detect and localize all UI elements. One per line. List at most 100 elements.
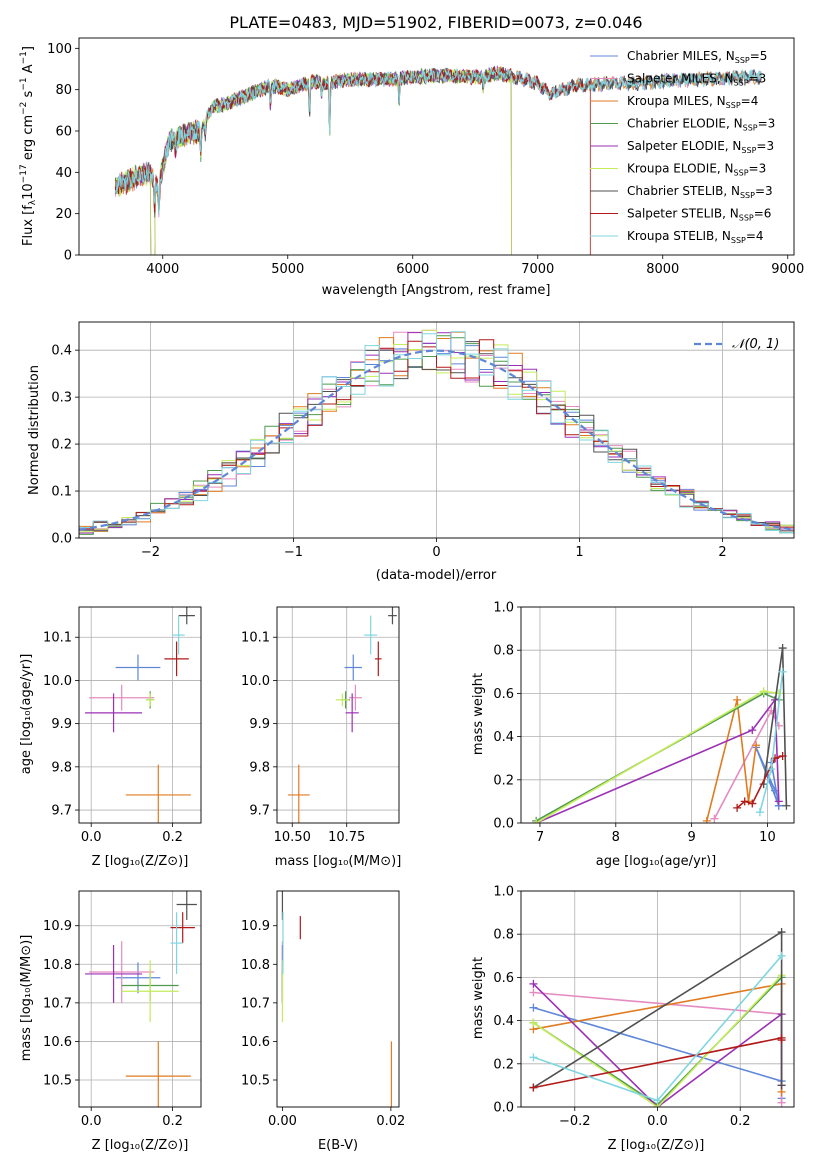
p5-ytick-label: 0.4 bbox=[493, 730, 514, 745]
p8-xtick-label: −0.2 bbox=[559, 1114, 591, 1129]
p5-marker bbox=[755, 808, 764, 817]
spectrum-xtick-label: 6000 bbox=[396, 262, 429, 277]
p5-ylabel: mass weight bbox=[471, 673, 486, 755]
spectrum-ytick-label: 40 bbox=[55, 166, 72, 181]
legend-label: Kroupa MILES, NSSP=4 bbox=[627, 94, 758, 110]
p5-marker bbox=[752, 741, 761, 750]
residual-histogram-panel: −2 −1 0 1 2 0.0 0.1 0.2 0.3 0.4 𝒩(0, 1) bbox=[51, 321, 795, 560]
legend-label: Salpeter MILES, NSSP=3 bbox=[627, 72, 766, 88]
p7-ytick-label: 10.7 bbox=[241, 996, 270, 1011]
p8-ytick-label: 0.6 bbox=[493, 971, 514, 986]
spectrum-ytick-label: 0 bbox=[64, 249, 72, 264]
hist-xtick-label: 2 bbox=[718, 545, 726, 560]
p8-xlabel: Z [log₁₀(Z/Z⊙)] bbox=[608, 1138, 705, 1153]
p5-xtick-label: 7 bbox=[536, 830, 544, 845]
p5-ytick-label: 0.6 bbox=[493, 687, 514, 702]
mass-weight-vs-age-panel: 7 8 9 10 0.0 0.2 0.4 0.6 0.8 1.0 bbox=[493, 601, 795, 845]
p4-ytick-label: 10.1 bbox=[241, 631, 270, 646]
p8-marker bbox=[529, 1083, 538, 1092]
p6-frame bbox=[78, 890, 202, 1108]
spectrum-xlabel: wavelength [Angstrom, rest frame] bbox=[322, 283, 551, 298]
p8-ytick-label: 1.0 bbox=[493, 885, 514, 900]
p8-ytick-label: 0.0 bbox=[493, 1101, 514, 1116]
p8-xtick-label: 0.2 bbox=[730, 1114, 751, 1129]
gaussian-curve bbox=[79, 349, 794, 531]
p3-ytick-label: 9.9 bbox=[51, 717, 72, 732]
p4-xlabel: mass [log₁₀(M/M⊙)] bbox=[275, 854, 402, 869]
p8-series-line bbox=[532, 974, 783, 1107]
hist-step-series bbox=[79, 331, 794, 534]
p5-marker bbox=[740, 797, 749, 806]
p7-ytick-label: 10.5 bbox=[241, 1074, 270, 1089]
p5-ytick-label: 0.0 bbox=[493, 817, 514, 832]
p3-ytick-label: 9.8 bbox=[51, 760, 72, 775]
p5-marker bbox=[767, 765, 776, 773]
p4-ytick-label: 9.8 bbox=[249, 760, 270, 775]
p8-marker bbox=[529, 1053, 538, 1062]
p6-ytick-label: 10.8 bbox=[43, 958, 72, 973]
p5-marker bbox=[778, 644, 787, 653]
legend-label: Salpeter ELODIE, NSSP=3 bbox=[627, 139, 774, 155]
hist-ytick-label: 0.4 bbox=[51, 344, 72, 359]
p8-xtick-label: 0.0 bbox=[647, 1114, 668, 1129]
spectrum-xtick-label: 5000 bbox=[271, 262, 304, 277]
p6-ytick-label: 10.9 bbox=[43, 919, 72, 934]
p7-frame bbox=[276, 890, 400, 1108]
p5-marker bbox=[733, 803, 742, 812]
spectrum-ytick-label: 80 bbox=[55, 83, 72, 98]
p8-marker bbox=[529, 1003, 538, 1012]
p4-errorbars bbox=[287, 607, 397, 823]
p8-ytick-label: 0.8 bbox=[493, 928, 514, 943]
p7-errorbars bbox=[281, 891, 393, 1107]
p8-marker bbox=[777, 1081, 786, 1090]
p6-ytick-label: 10.6 bbox=[43, 1035, 72, 1050]
hist-xlabel: (data-model)/error bbox=[376, 568, 497, 583]
hist-xtick-label: 1 bbox=[575, 545, 583, 560]
p5-lines bbox=[532, 644, 791, 823]
p8-marker bbox=[777, 928, 786, 937]
p4-frame bbox=[276, 606, 400, 824]
p3-xtick-label: 0.2 bbox=[162, 830, 183, 845]
p3-frame bbox=[78, 606, 202, 824]
mass-vs-metallicity-panel: 0.0 0.2 10.5 10.6 10.7 10.8 10.9 bbox=[43, 890, 202, 1129]
spectrum-lines bbox=[114, 65, 762, 255]
legend-label: Chabrier STELIB, NSSP=3 bbox=[627, 184, 773, 200]
hist-xtick-label: −1 bbox=[284, 545, 303, 560]
p5-ytick-label: 0.2 bbox=[493, 773, 514, 788]
p8-marker bbox=[777, 1036, 786, 1045]
p6-errorbars bbox=[85, 891, 197, 1107]
p3-ytick-label: 9.7 bbox=[51, 804, 72, 819]
spectrum-panel: 4000 5000 6000 7000 8000 9000 0 20 40 60 80 100 Chab… bbox=[47, 37, 804, 277]
p5-xtick-label: 9 bbox=[687, 830, 695, 845]
spectrum-xtick-label: 8000 bbox=[646, 262, 679, 277]
legend-label: Chabrier ELODIE, NSSP=3 bbox=[627, 117, 775, 133]
p6-xtick-label: 0.2 bbox=[162, 1114, 183, 1129]
p5-marker bbox=[782, 801, 791, 810]
p6-ylabel: mass [log₁₀(M/M⊙)] bbox=[19, 935, 34, 1062]
spectrum-ytick-label: 20 bbox=[55, 207, 72, 222]
p7-xtick-label: 0.00 bbox=[268, 1114, 297, 1129]
p8-ytick-label: 0.4 bbox=[493, 1014, 514, 1029]
spectrum-ytick-label: 60 bbox=[55, 125, 72, 140]
p5-xtick-label: 10 bbox=[759, 830, 776, 845]
p7-ytick-label: 10.8 bbox=[241, 958, 270, 973]
p7-ytick-label: 10.6 bbox=[241, 1035, 270, 1050]
p8-frame bbox=[520, 890, 795, 1108]
p4-ytick-label: 9.7 bbox=[249, 804, 270, 819]
p8-marker bbox=[529, 988, 538, 997]
spectrum-xtick-label: 9000 bbox=[771, 262, 804, 277]
p5-frame bbox=[520, 606, 795, 824]
hist-step-series bbox=[79, 339, 794, 530]
p5-ytick-label: 0.8 bbox=[493, 644, 514, 659]
p8-marker bbox=[777, 951, 786, 960]
mass-vs-ebv-panel: 0.00 0.02 10.5 10.6 10.7 10.8 10.9 bbox=[241, 890, 405, 1129]
p8-lines bbox=[529, 928, 786, 1107]
legend-label: Salpeter STELIB, NSSP=6 bbox=[627, 207, 771, 223]
p4-xtick-label: 10.50 bbox=[274, 830, 311, 845]
age-vs-metallicity-panel: 0.0 0.2 9.7 9.8 9.9 10.0 10.1 bbox=[43, 606, 202, 845]
legend-label: Kroupa STELIB, NSSP=4 bbox=[627, 229, 764, 245]
hist-frame bbox=[78, 321, 795, 539]
p6-ytick-label: 10.7 bbox=[43, 996, 72, 1011]
